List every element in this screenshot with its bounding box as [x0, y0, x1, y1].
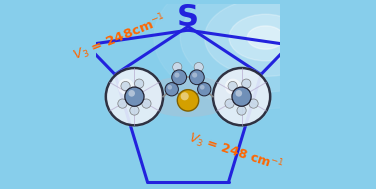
Circle shape: [180, 92, 189, 100]
Circle shape: [249, 99, 258, 108]
Circle shape: [106, 68, 163, 125]
Circle shape: [177, 90, 199, 111]
Circle shape: [237, 106, 246, 115]
Text: $\it{V}_3$ = 248cm$^{-1}$: $\it{V}_3$ = 248cm$^{-1}$: [70, 10, 170, 65]
Circle shape: [167, 85, 172, 90]
Circle shape: [200, 85, 205, 90]
Circle shape: [225, 99, 234, 108]
Circle shape: [130, 106, 139, 115]
Circle shape: [104, 66, 165, 127]
Circle shape: [190, 70, 204, 85]
Circle shape: [232, 87, 251, 106]
Circle shape: [173, 63, 182, 72]
Circle shape: [235, 90, 242, 97]
Circle shape: [118, 79, 134, 95]
Circle shape: [125, 87, 144, 106]
Ellipse shape: [229, 14, 302, 61]
Circle shape: [121, 81, 130, 91]
Ellipse shape: [205, 0, 326, 76]
Circle shape: [225, 79, 241, 95]
Circle shape: [172, 70, 186, 85]
Circle shape: [174, 72, 179, 78]
Circle shape: [198, 83, 211, 96]
Ellipse shape: [154, 0, 376, 109]
Ellipse shape: [180, 0, 351, 92]
Circle shape: [194, 63, 203, 72]
Circle shape: [242, 79, 251, 88]
Ellipse shape: [247, 26, 284, 49]
Ellipse shape: [140, 76, 236, 117]
Circle shape: [165, 83, 178, 96]
Circle shape: [142, 99, 151, 108]
Circle shape: [211, 66, 272, 127]
Circle shape: [213, 68, 270, 125]
Circle shape: [118, 99, 127, 108]
Text: S: S: [177, 3, 199, 32]
Circle shape: [192, 72, 197, 78]
Circle shape: [228, 81, 237, 91]
Circle shape: [128, 90, 135, 97]
Circle shape: [135, 79, 144, 88]
Text: $\it{V}_3$ = 248 cm$^{-1}$: $\it{V}_3$ = 248 cm$^{-1}$: [186, 128, 286, 176]
